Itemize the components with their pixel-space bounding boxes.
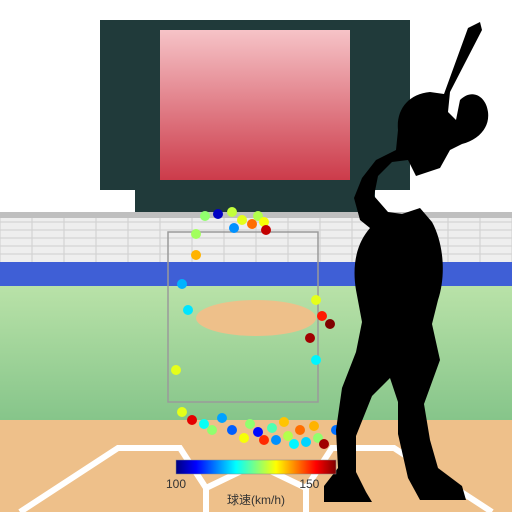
pitch-marker [227, 207, 237, 217]
chart-svg: 100 150 球速(km/h) [0, 0, 512, 512]
pitch-marker [183, 305, 193, 315]
legend-tick: 150 [299, 477, 319, 491]
pitch-marker [305, 333, 315, 343]
pitch-location-chart: 100 150 球速(km/h) [0, 0, 512, 512]
pitch-marker [237, 215, 247, 225]
pitch-marker [207, 425, 217, 435]
pitch-marker [200, 211, 210, 221]
pitch-marker [187, 415, 197, 425]
pitch-marker [191, 250, 201, 260]
pitch-marker [177, 407, 187, 417]
pitch-marker [311, 295, 321, 305]
pitch-marker [213, 209, 223, 219]
pitch-marker [239, 433, 249, 443]
pitch-marker [267, 423, 277, 433]
pitch-marker [279, 417, 289, 427]
pitch-marker [259, 435, 269, 445]
pitch-marker [227, 425, 237, 435]
pitch-marker [317, 311, 327, 321]
pitch-marker [319, 439, 329, 449]
pitch-marker [253, 427, 263, 437]
pitching-mound [196, 300, 316, 336]
pitch-marker [261, 225, 271, 235]
pitch-marker [311, 355, 321, 365]
pitch-marker [171, 365, 181, 375]
pitch-marker [309, 421, 319, 431]
legend-label: 球速(km/h) [227, 493, 285, 507]
pitch-marker [295, 425, 305, 435]
pitch-marker [177, 279, 187, 289]
pitch-marker [271, 435, 281, 445]
pitch-marker [289, 439, 299, 449]
pitch-marker [191, 229, 201, 239]
scoreboard-screen [160, 30, 350, 180]
pitch-marker [245, 419, 255, 429]
legend-colorbar [176, 460, 336, 474]
pitch-marker [217, 413, 227, 423]
pitch-marker [301, 437, 311, 447]
pitch-marker [325, 319, 335, 329]
pitch-marker [247, 219, 257, 229]
pitch-marker [199, 419, 209, 429]
pitch-marker [229, 223, 239, 233]
legend-tick: 100 [166, 477, 186, 491]
pitch-marker [283, 431, 293, 441]
